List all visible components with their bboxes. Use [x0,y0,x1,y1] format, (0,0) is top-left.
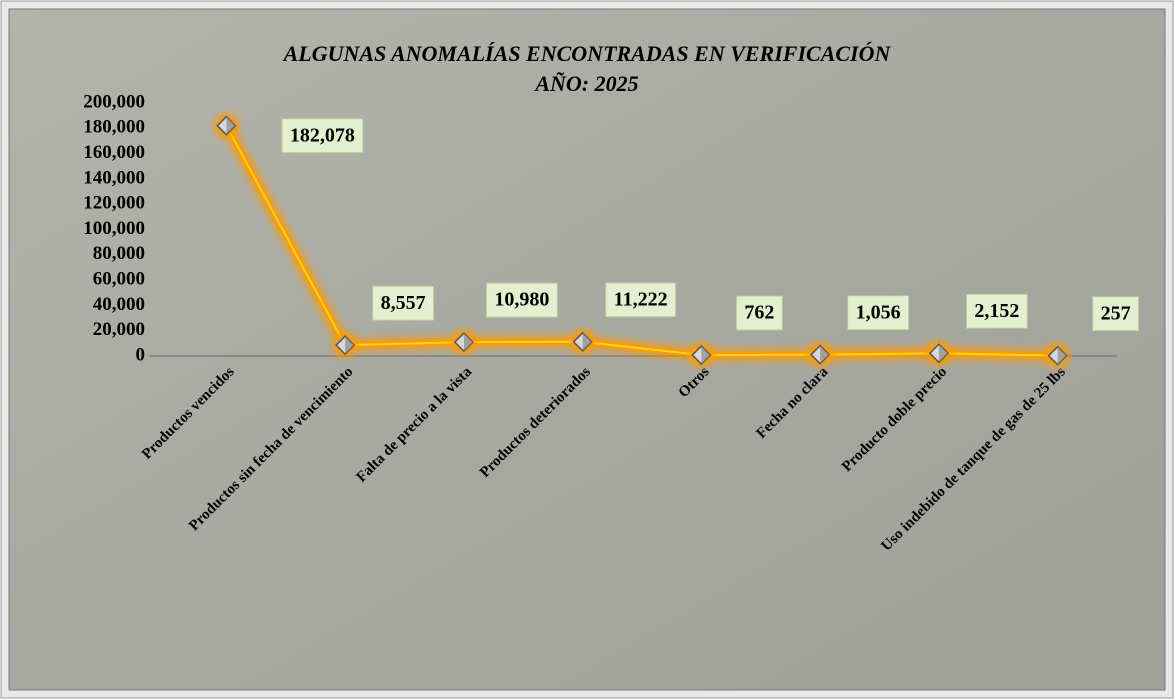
value-label: 182,078 [290,124,355,146]
value-label: 762 [744,302,774,324]
chart: ALGUNAS ANOMALÍAS ENCONTRADAS EN VERIFIC… [0,0,1175,700]
value-label-group: 182,078 [282,119,363,153]
value-label: 8,557 [381,292,426,314]
value-label-group: 762 [736,296,782,330]
value-label: 2,152 [974,300,1019,322]
value-label: 257 [1101,302,1131,324]
chart-title: ALGUNAS ANOMALÍAS ENCONTRADAS EN VERIFIC… [282,41,892,66]
value-label: 1,056 [856,301,901,323]
value-label: 11,222 [614,288,668,310]
y-tick-label: 60,000 [93,268,145,289]
y-tick-label: 80,000 [93,243,145,264]
y-tick-label: 140,000 [83,167,145,188]
y-tick-label: 0 [136,344,146,365]
value-label-group: 10,980 [486,283,557,317]
y-tick-label: 20,000 [93,319,145,340]
y-tick-label: 120,000 [83,193,145,214]
value-label-group: 2,152 [966,294,1027,328]
value-label-group: 257 [1093,297,1139,331]
y-tick-label: 180,000 [83,117,145,138]
value-label-group: 8,557 [373,286,434,320]
value-label-group: 11,222 [606,283,676,317]
chart-subtitle: AÑO: 2025 [533,71,638,96]
y-tick-label: 200,000 [83,91,145,112]
y-tick-label: 40,000 [93,294,145,315]
value-label: 10,980 [494,289,549,311]
y-tick-label: 160,000 [83,142,145,163]
y-tick-label: 100,000 [83,218,145,239]
value-label-group: 1,056 [848,296,909,330]
